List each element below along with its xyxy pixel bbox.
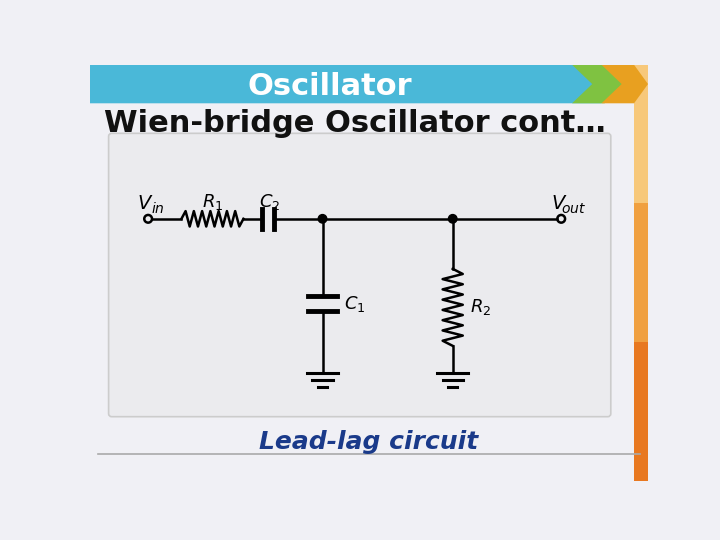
Text: Oscillator: Oscillator	[248, 72, 413, 101]
Text: $C_2$: $C_2$	[259, 192, 281, 212]
Circle shape	[318, 214, 327, 223]
Text: $C_1$: $C_1$	[344, 294, 366, 314]
Text: $\mathbf{\mathit{in}}$: $\mathbf{\mathit{in}}$	[150, 201, 164, 217]
Bar	[634, 342, 648, 481]
Bar	[634, 204, 648, 342]
Text: Lead-lag circuit: Lead-lag circuit	[259, 430, 479, 454]
Circle shape	[449, 214, 457, 223]
Text: Wien-bridge Oscillator cont…: Wien-bridge Oscillator cont…	[104, 109, 606, 138]
Bar	[634, 65, 648, 204]
Text: $\mathbf{\mathit{V}}$: $\mathbf{\mathit{V}}$	[552, 194, 568, 213]
Polygon shape	[90, 65, 601, 103]
FancyBboxPatch shape	[109, 133, 611, 417]
Text: $R_1$: $R_1$	[202, 192, 223, 212]
Text: $\mathbf{\mathit{V}}$: $\mathbf{\mathit{V}}$	[137, 194, 153, 213]
Text: $R_2$: $R_2$	[469, 298, 491, 318]
Polygon shape	[601, 65, 648, 103]
Text: $\mathbf{\mathit{out}}$: $\mathbf{\mathit{out}}$	[561, 202, 586, 216]
Polygon shape	[572, 65, 625, 103]
